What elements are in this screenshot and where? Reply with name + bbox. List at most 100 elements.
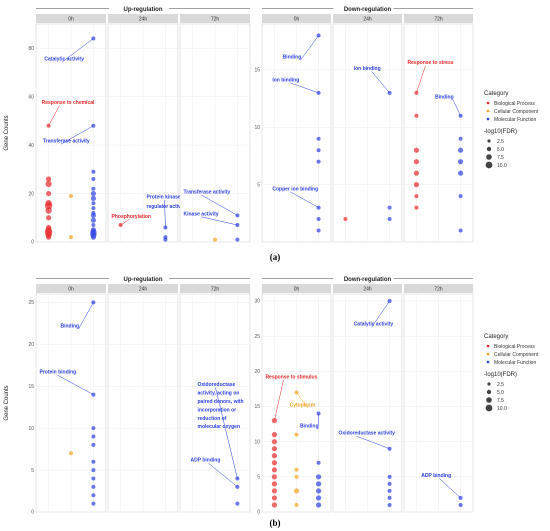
legend-size-label: 7.5	[497, 155, 504, 161]
panel-strip-label: 72h	[434, 287, 443, 293]
legend-size-dot	[486, 154, 492, 160]
data-point	[271, 467, 278, 473]
point-label: Binding	[300, 424, 319, 430]
group-strip	[36, 274, 250, 283]
y-tick-label: 20	[28, 191, 34, 197]
point-label: Response to stress	[407, 60, 453, 66]
point-label: Protein binding	[40, 370, 77, 376]
data-point	[315, 481, 322, 487]
panel-strip	[36, 284, 106, 293]
data-point	[271, 460, 278, 466]
panels-layer: Gene Counts Up-regulation 0h 0 20 40 60 80 Catal…	[4, 4, 474, 528]
data-point	[413, 170, 420, 176]
data-point	[413, 147, 420, 153]
data-point	[315, 474, 322, 480]
data-point	[271, 502, 278, 508]
legend-category-label: Molecular Function	[494, 360, 536, 366]
point-label: incorporation or	[198, 407, 237, 413]
legend-swatch-mol	[486, 117, 490, 121]
panel-strip-label: 24h	[139, 17, 148, 23]
data-point	[316, 136, 321, 141]
data-point	[91, 493, 96, 498]
legend-size-dot	[486, 397, 492, 403]
data-point	[387, 205, 392, 210]
data-point	[387, 502, 392, 507]
data-point	[315, 502, 322, 508]
panel-strip	[36, 14, 106, 23]
y-tick-label: 20	[28, 342, 34, 348]
label-leader	[317, 413, 319, 430]
data-point	[387, 481, 392, 486]
panel-72h: 72h Transferase activity Kinase activity	[179, 14, 251, 243]
label-leader	[290, 82, 319, 94]
data-point	[271, 488, 278, 494]
point-label: molecular oxygen	[198, 424, 241, 430]
data-point	[315, 488, 322, 494]
legend-size-label: 5.0	[497, 390, 504, 396]
label-leader	[371, 71, 390, 94]
legend-size-title: -log10(FDR)	[484, 372, 517, 378]
panel-24h: 24h Catalytic activity Oxidoreductase acti…	[332, 284, 403, 513]
legend-b: Category Biological Process Cellular Compo…	[484, 334, 539, 412]
data-point	[91, 169, 96, 174]
data-point	[316, 460, 321, 465]
point-label: Catalytic activity	[44, 56, 84, 62]
legend-size-dot	[486, 146, 492, 152]
data-point	[235, 501, 240, 506]
data-point	[90, 195, 96, 201]
data-point	[414, 113, 419, 118]
legend-swatch-cell	[486, 352, 490, 356]
point-label: Cytoplasm	[290, 403, 316, 409]
data-point	[46, 190, 52, 197]
point-label: Oxidoreductase activity	[339, 431, 396, 437]
group-strip	[36, 4, 250, 13]
y-tick-label: 5	[257, 182, 260, 188]
data-point	[271, 495, 278, 501]
panel-24h: 24h Protein kinase regulator activity Phosp…	[107, 14, 187, 243]
point-label: Response to stimulus	[265, 374, 317, 380]
data-point	[316, 159, 321, 164]
y-tick-label: 10	[254, 439, 260, 445]
label-leader	[208, 462, 238, 488]
data-point	[271, 432, 278, 438]
legend-swatch-mol	[486, 360, 490, 364]
data-point	[91, 223, 96, 228]
label-leader	[356, 435, 390, 449]
y-tick-label: 5	[31, 468, 34, 474]
data-point	[91, 476, 96, 481]
data-point	[294, 474, 299, 479]
group-up: Up-regulation 0h 0 20 40 60 80 Catalytic activi…	[28, 4, 251, 246]
legend-category-title: Category	[484, 91, 508, 97]
figure-caption: (b)	[270, 518, 281, 528]
data-point	[414, 194, 419, 199]
label-leader	[274, 379, 284, 421]
point-label: activity, acting on	[198, 391, 240, 397]
data-point	[293, 488, 300, 494]
group-label: Down-regulation	[344, 277, 392, 283]
data-point	[316, 217, 321, 222]
group-strip	[262, 4, 473, 13]
y-tick-label: 0	[31, 510, 34, 516]
point-label: Ion binding	[272, 77, 299, 83]
data-point	[294, 467, 299, 472]
panel-strip-label: 24h	[363, 287, 372, 293]
panel-72h: 72h Response to stress Binding	[403, 14, 474, 243]
point-label: paired donors, with	[198, 399, 244, 405]
data-point	[413, 182, 420, 188]
y-tick-label: 25	[28, 300, 34, 306]
data-point	[69, 451, 73, 456]
data-point	[457, 170, 464, 176]
point-label: ADP binding	[191, 458, 221, 464]
label-leader	[439, 478, 461, 499]
data-point	[457, 147, 464, 153]
legend-size-dot	[486, 389, 492, 395]
data-point	[271, 453, 278, 459]
group-down: Down-regulation 0h 0 5 10 15 20 25 30 Response to…	[254, 274, 474, 516]
group-label: Up-regulation	[124, 7, 163, 13]
data-point	[163, 235, 168, 240]
legend-swatch-bio	[486, 101, 490, 105]
data-point	[91, 434, 96, 439]
panel-24h: 24h Ion binding	[332, 14, 403, 243]
legend-category-label: Cellular Component	[494, 352, 539, 358]
y-tick-label: 10	[254, 125, 260, 131]
